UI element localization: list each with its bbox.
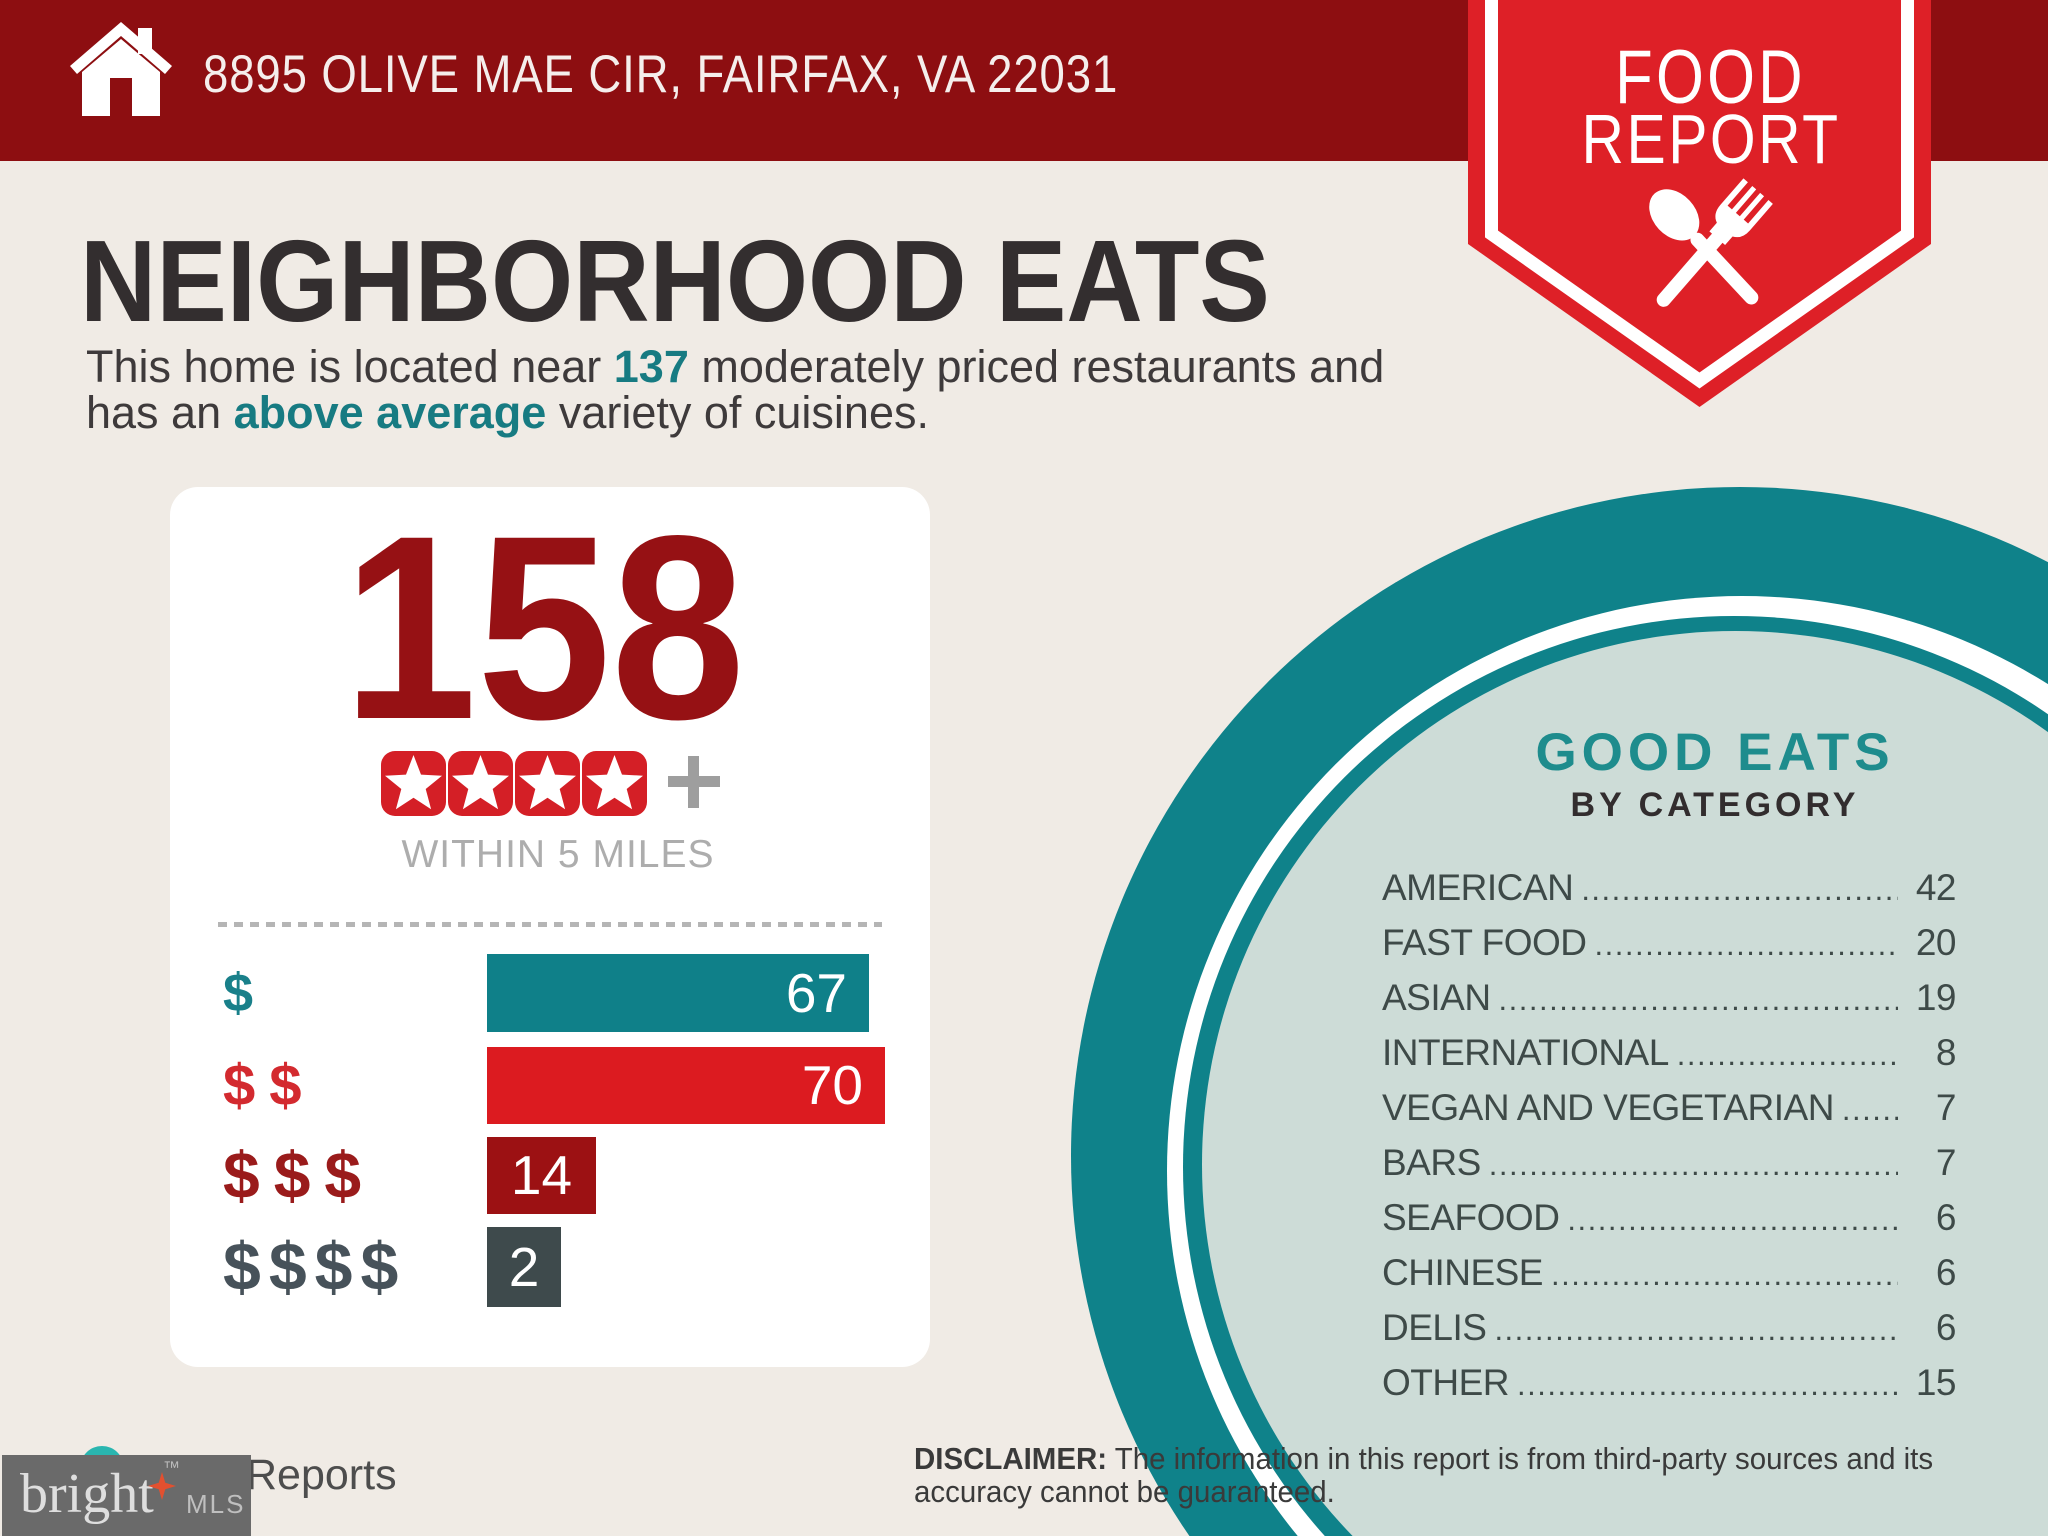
svg-text:FOOD: FOOD: [1615, 34, 1806, 120]
svg-text:REPORT: REPORT: [1581, 99, 1840, 178]
